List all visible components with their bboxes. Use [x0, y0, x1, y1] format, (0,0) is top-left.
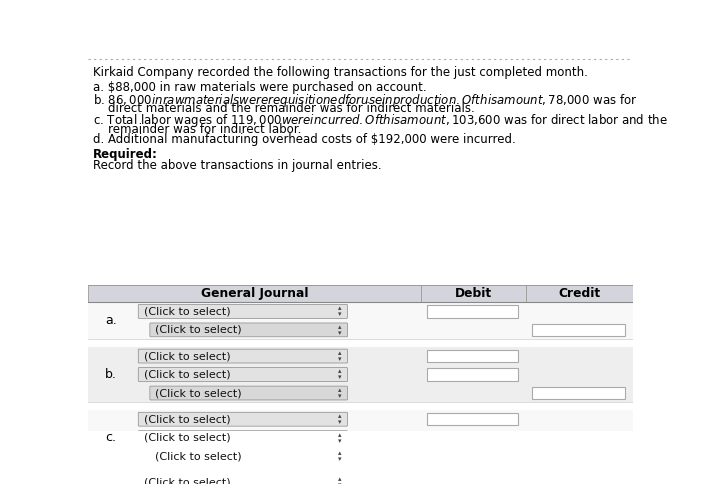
Bar [427, 432, 518, 444]
Bar [427, 368, 518, 381]
Text: ▴
▾: ▴ ▾ [338, 476, 342, 484]
Bar [88, 473, 633, 484]
Text: Debit: Debit [455, 287, 492, 300]
Bar [88, 347, 633, 402]
Text: a. $88,000 in raw materials were purchased on account.: a. $88,000 in raw materials were purchas… [93, 81, 426, 94]
Bar [427, 350, 518, 362]
FancyBboxPatch shape [150, 449, 347, 463]
Text: (Click to select): (Click to select) [143, 370, 231, 379]
Text: General Journal: General Journal [201, 287, 308, 300]
Text: (Click to select): (Click to select) [143, 477, 231, 484]
Text: b.: b. [105, 368, 117, 381]
Text: ▴
▾: ▴ ▾ [338, 387, 342, 399]
Text: (Click to select): (Click to select) [143, 306, 231, 317]
Bar [532, 450, 625, 462]
Text: ▴
▾: ▴ ▾ [338, 350, 342, 362]
FancyBboxPatch shape [150, 323, 347, 337]
Bar [532, 387, 625, 399]
Bar [427, 305, 518, 318]
Bar [88, 410, 633, 466]
Text: remainder was for indirect labor.: remainder was for indirect labor. [93, 123, 301, 136]
Text: d. Additional manufacturing overhead costs of $192,000 were incurred.: d. Additional manufacturing overhead cos… [93, 133, 515, 146]
Text: ▴
▾: ▴ ▾ [338, 432, 342, 444]
Bar [427, 476, 518, 484]
Text: (Click to select): (Click to select) [143, 414, 231, 424]
Bar [532, 324, 625, 336]
Bar [88, 302, 633, 339]
FancyBboxPatch shape [138, 368, 347, 381]
FancyBboxPatch shape [138, 475, 347, 484]
Text: (Click to select): (Click to select) [155, 451, 242, 461]
Bar [427, 413, 518, 425]
Text: c. Total labor wages of $119,000 were incurred. Of this amount, $103,600 was for: c. Total labor wages of $119,000 were in… [93, 112, 667, 129]
Text: Credit: Credit [558, 287, 600, 300]
Text: Record the above transactions in journal entries.: Record the above transactions in journal… [93, 159, 381, 171]
Text: ▴
▾: ▴ ▾ [338, 450, 342, 462]
Text: (Click to select): (Click to select) [143, 351, 231, 361]
Text: ▴
▾: ▴ ▾ [338, 324, 342, 336]
Text: (Click to select): (Click to select) [143, 433, 231, 443]
Text: Kirkaid Company recorded the following transactions for the just completed month: Kirkaid Company recorded the following t… [93, 66, 588, 79]
FancyBboxPatch shape [138, 431, 347, 445]
Text: direct materials and the remainder was for indirect materials.: direct materials and the remainder was f… [93, 102, 475, 115]
FancyBboxPatch shape [138, 412, 347, 426]
Text: a.: a. [105, 314, 117, 327]
Text: ▴
▾: ▴ ▾ [338, 305, 342, 318]
Bar [88, 285, 633, 302]
Text: Required:: Required: [93, 148, 157, 161]
Text: c.: c. [105, 431, 116, 444]
Text: (Click to select): (Click to select) [155, 325, 242, 335]
FancyBboxPatch shape [138, 349, 347, 363]
FancyBboxPatch shape [138, 304, 347, 318]
FancyBboxPatch shape [150, 386, 347, 400]
Text: b. $86,000 in raw materials were requisitioned for use in production. Of this am: b. $86,000 in raw materials were requisi… [93, 91, 637, 108]
Text: ▴
▾: ▴ ▾ [338, 368, 342, 380]
Text: (Click to select): (Click to select) [155, 388, 242, 398]
Text: ▴
▾: ▴ ▾ [338, 413, 342, 425]
